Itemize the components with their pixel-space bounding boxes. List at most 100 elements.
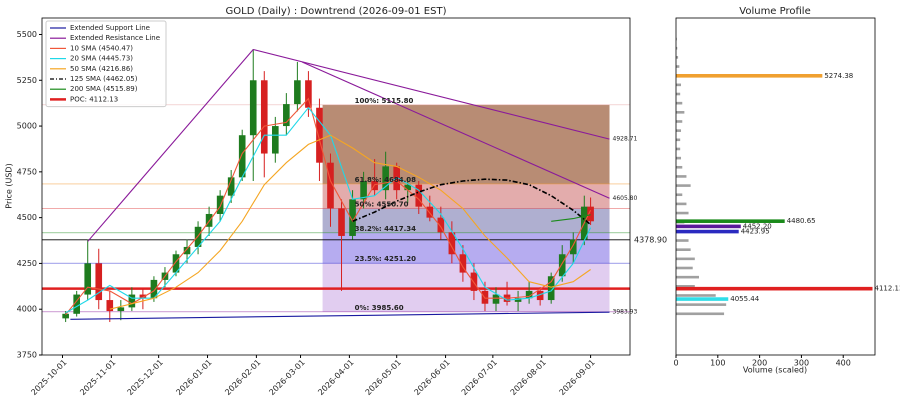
- x-axis-label: Volume (scaled): [743, 366, 807, 375]
- profile-bar: [676, 266, 693, 270]
- candle-body: [150, 279, 158, 299]
- candle-body: [492, 294, 500, 304]
- trend-line: [70, 311, 610, 320]
- x-tick-label: 2026-06-01: [412, 358, 451, 397]
- fib-zone: [322, 104, 610, 184]
- profile-bar: [676, 202, 687, 206]
- candle-body: [271, 126, 279, 154]
- plot-area: [42, 48, 630, 323]
- candle-body: [587, 206, 594, 222]
- x-tick-label: 2025-12-01: [126, 358, 165, 397]
- profile-highlight-label: 4112.13: [874, 285, 900, 293]
- y-tick-label: 4750: [17, 167, 37, 176]
- y-tick-label: 5500: [17, 30, 37, 39]
- x-tick-label: 2026-08-01: [509, 358, 548, 397]
- profile-bar: [676, 312, 725, 316]
- candle-body: [95, 263, 103, 301]
- profile-bar: [676, 303, 727, 306]
- sma-line: [551, 214, 591, 222]
- profile-bar: [676, 294, 716, 297]
- candle-body: [106, 300, 114, 312]
- fib-level-label: 0%: 3985.60: [355, 304, 404, 312]
- candle-body: [404, 184, 412, 191]
- candle-body: [338, 208, 345, 236]
- x-tick-label: 2025-11-01: [78, 358, 117, 397]
- x-tick-label: 100: [710, 359, 725, 368]
- profile-bar: [676, 184, 691, 187]
- profile-highlight: [676, 286, 873, 291]
- y-tick-label: 3750: [17, 351, 37, 360]
- profile-bar: [676, 83, 682, 87]
- candle-body: [525, 290, 533, 299]
- profile-highlight: [676, 224, 741, 229]
- legend-label: 200 SMA (4515.89): [70, 85, 138, 93]
- profile-highlight-label: 4423.95: [741, 228, 770, 236]
- profile-bar: [676, 285, 695, 288]
- candle-body: [260, 80, 268, 154]
- candle-body: [569, 239, 577, 255]
- candle-body: [172, 254, 180, 273]
- profile-bar: [676, 275, 699, 279]
- x-tick-label: 300: [794, 359, 809, 368]
- candle-body: [84, 263, 92, 295]
- x-tick-label: 2026-05-01: [364, 358, 403, 397]
- x-tick-label: 2026-01-01: [174, 358, 213, 397]
- candle-body: [73, 294, 80, 314]
- profile-highlight: [676, 219, 785, 223]
- profile-bar: [676, 46, 678, 50]
- candle-body: [305, 80, 312, 108]
- profile-highlight-label: 5274.38: [824, 72, 853, 80]
- sma-line: [65, 97, 592, 316]
- profile-bar: [676, 56, 679, 59]
- trend-line-label: 4605.80: [613, 195, 638, 202]
- x-tick-label: 400: [836, 359, 851, 368]
- candle-body: [183, 246, 191, 255]
- profile-bar: [676, 248, 691, 251]
- y-tick-label: 4000: [17, 305, 37, 314]
- profile-bar: [676, 129, 682, 132]
- profile-bar: [676, 147, 681, 151]
- profile-bar: [676, 101, 683, 105]
- profile-bar: [676, 65, 680, 68]
- x-tick-label: 2026-02-01: [223, 358, 262, 397]
- legend-label: POC: 4112.13: [70, 95, 118, 103]
- legend-label: Extended Support Line: [70, 24, 150, 32]
- profile-bar: [676, 138, 681, 142]
- candle-body: [294, 80, 301, 105]
- legend-label: 50 SMA (4216.86): [70, 65, 133, 73]
- x-tick-label: 2025-10-01: [29, 358, 68, 397]
- candle-body: [426, 206, 434, 218]
- legend-label: 10 SMA (4540.47): [70, 44, 133, 52]
- candle-body: [117, 307, 125, 312]
- candle-body: [382, 166, 389, 191]
- profile-highlight: [676, 229, 739, 234]
- profile-frame: [675, 17, 876, 356]
- sma-line: [352, 178, 592, 226]
- profile-bar: [676, 120, 683, 123]
- candle-body: [514, 298, 522, 302]
- profile-bar: [676, 239, 689, 242]
- y-tick-label: 5250: [17, 76, 37, 85]
- profile-highlight-label: 4480.65: [787, 217, 816, 225]
- y-axis-label: Price (USD): [5, 163, 14, 208]
- profile-bar: [676, 193, 683, 197]
- fib-level-label: 100%: 5115.80: [355, 97, 414, 105]
- candle-body: [437, 217, 445, 233]
- candle-body: [316, 107, 323, 163]
- profile-bar: [676, 37, 677, 41]
- x-tick-label: 200: [752, 359, 767, 368]
- profile-highlight-label: 4452.20: [743, 222, 772, 230]
- legend-label: 125 SMA (4462.05): [70, 75, 138, 83]
- candle-body: [128, 294, 136, 308]
- candle-body: [349, 199, 356, 236]
- legend-box: [45, 20, 167, 108]
- fib-level-label: 23.5%: 4251.20: [355, 255, 417, 263]
- trend-line-label: 3983.93: [613, 309, 638, 316]
- candle-body: [249, 80, 257, 136]
- candle-body: [139, 294, 147, 299]
- candle-body: [558, 254, 566, 277]
- candle-body: [238, 135, 246, 178]
- x-tick-label: 2026-07-01: [460, 358, 499, 397]
- candle-body: [448, 232, 456, 255]
- profile-bar: [676, 175, 687, 178]
